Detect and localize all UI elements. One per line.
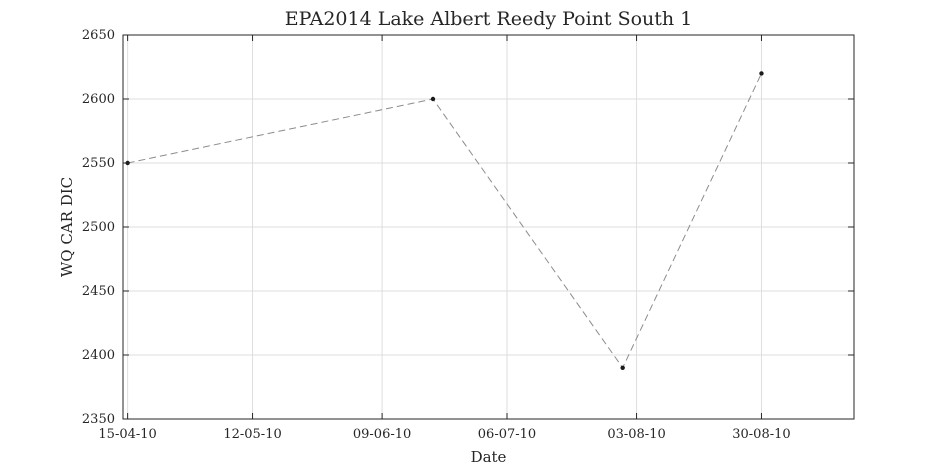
data-point xyxy=(620,365,625,370)
y-tick-label: 2500 xyxy=(82,220,115,235)
x-tick-label: 03-08-10 xyxy=(607,427,665,442)
y-tick-label: 2550 xyxy=(82,156,115,171)
x-tick-label: 09-06-10 xyxy=(353,427,411,442)
y-axis-label: WQ CAR DIC xyxy=(58,177,76,277)
chart-title: EPA2014 Lake Albert Reedy Point South 1 xyxy=(285,8,693,30)
x-tick-label: 12-05-10 xyxy=(223,427,281,442)
data-series xyxy=(125,71,764,370)
y-tick-label: 2450 xyxy=(82,284,115,299)
series-line xyxy=(127,73,762,369)
y-tick-label: 2400 xyxy=(82,348,115,363)
data-point xyxy=(430,96,436,102)
x-tick-label: 30-08-10 xyxy=(732,427,790,442)
y-tick-label: 2650 xyxy=(82,28,115,43)
y-tick-label: 2350 xyxy=(82,412,115,427)
data-point xyxy=(759,71,764,76)
axis-ticks: 2350 2400 2450 2500 2550 2600 2650 15-04-10 12-0… xyxy=(82,28,854,442)
x-axis-label: Date xyxy=(471,448,507,466)
x-tick-label: 15-04-10 xyxy=(98,427,156,442)
x-tick-label: 06-07-10 xyxy=(478,427,536,442)
grid-lines xyxy=(123,34,854,420)
y-tick-label: 2600 xyxy=(82,92,115,107)
